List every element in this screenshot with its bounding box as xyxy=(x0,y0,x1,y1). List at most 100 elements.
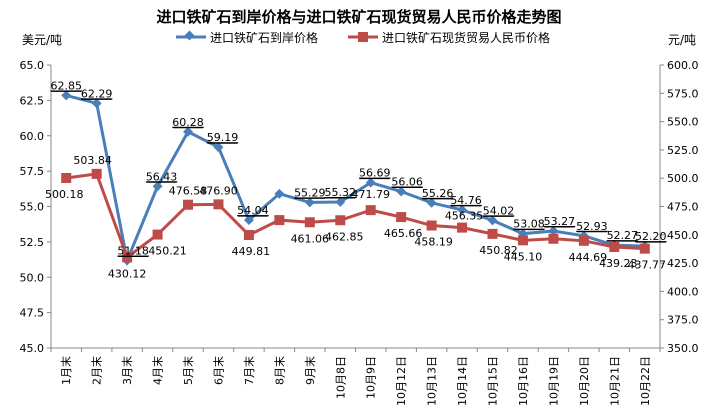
data-point-diamond xyxy=(426,197,437,208)
right-tick-label: 400.0 xyxy=(667,285,699,298)
data-point-diamond xyxy=(335,197,346,207)
data-label: 52.93 xyxy=(576,220,608,233)
x-tick-label: 10月14日 xyxy=(456,356,469,406)
x-tick-label: 7月末 xyxy=(242,356,256,385)
x-tick-label: 4月末 xyxy=(151,356,165,385)
data-label: 55.32 xyxy=(325,186,357,199)
data-label: 56.69 xyxy=(359,167,391,180)
data-point-square xyxy=(426,220,437,231)
x-tick-label: 5月末 xyxy=(181,356,195,385)
data-label: 476.58 xyxy=(169,185,208,198)
data-point-square xyxy=(91,168,102,179)
right-tick-label: 475.0 xyxy=(667,201,699,214)
left-tick-label: 55.0 xyxy=(20,201,45,214)
data-label: 445.10 xyxy=(504,250,543,263)
right-tick-label: 525.0 xyxy=(667,144,699,157)
data-label: 449.81 xyxy=(232,245,271,258)
data-label: 450.21 xyxy=(148,245,187,258)
data-point-diamond xyxy=(365,177,376,188)
data-point-diamond xyxy=(396,186,407,197)
data-label: 54.02 xyxy=(483,204,515,217)
x-tick-label: 10月22日 xyxy=(639,356,652,406)
right-tick-label: 375.0 xyxy=(667,314,699,327)
data-label: 456.35 xyxy=(445,210,484,223)
data-label: 55.26 xyxy=(422,187,454,200)
right-tick-label: 450.0 xyxy=(667,229,699,242)
right-tick-label: 350.0 xyxy=(667,342,699,355)
data-label: 54.04 xyxy=(237,204,269,217)
data-point-square xyxy=(61,172,72,183)
data-point-diamond xyxy=(213,142,224,153)
data-label: 465.66 xyxy=(384,227,423,240)
left-tick-label: 65.0 xyxy=(20,59,45,72)
left-tick-label: 47.5 xyxy=(20,307,45,320)
left-tick-label: 57.5 xyxy=(20,165,45,178)
data-label: 52.20 xyxy=(635,230,667,243)
data-label: 503.84 xyxy=(73,154,112,167)
legend-square-marker xyxy=(358,32,368,42)
data-label: 53.27 xyxy=(544,215,576,228)
left-tick-label: 45.0 xyxy=(20,342,45,355)
data-label: 450.82 xyxy=(479,244,518,257)
data-point-diamond xyxy=(457,204,468,215)
data-label: 437.77 xyxy=(628,259,667,272)
x-tick-label: 10月8日 xyxy=(334,356,347,399)
data-point-square xyxy=(609,241,620,252)
right-tick-label: 550.0 xyxy=(667,116,699,129)
data-point-diamond xyxy=(487,215,498,226)
data-point-square xyxy=(274,215,285,226)
x-tick-label: 10月19日 xyxy=(547,356,560,406)
data-label: 461.06 xyxy=(291,232,330,245)
data-label: 51.18 xyxy=(117,245,149,258)
left-tick-label: 60.0 xyxy=(20,130,45,143)
legend-item-rmb: 进口铁矿石现货贸易人民币价格 xyxy=(348,30,550,45)
data-point-square xyxy=(365,205,376,216)
legend-item-cif: 进口铁矿石到岸价格 xyxy=(176,30,318,45)
data-point-square xyxy=(639,243,650,254)
data-point-diamond xyxy=(274,188,285,199)
x-tick-label: 10月16日 xyxy=(517,356,530,406)
right-tick-label: 425.0 xyxy=(667,257,699,270)
x-tick-label: 1月末 xyxy=(59,356,73,385)
data-label: 55.29 xyxy=(294,186,326,199)
legend-label-cif: 进口铁矿石到岸价格 xyxy=(210,30,318,45)
data-point-diamond xyxy=(91,98,102,109)
legend-diamond-marker xyxy=(184,30,195,41)
data-point-diamond xyxy=(61,90,72,101)
x-tick-label: 6月末 xyxy=(211,356,225,385)
data-label: 439.23 xyxy=(599,257,638,270)
data-point-square xyxy=(517,235,528,246)
data-point-square xyxy=(487,228,498,239)
data-point-diamond xyxy=(548,226,559,236)
data-label: 56.43 xyxy=(146,170,178,183)
data-point-square xyxy=(548,233,559,244)
right-tick-label: 575.0 xyxy=(667,87,699,100)
data-label: 458.19 xyxy=(414,236,453,249)
left-axis-unit: 美元/吨 xyxy=(22,33,62,47)
data-label: 53.08 xyxy=(513,218,545,231)
series-line-rmb xyxy=(66,172,645,260)
data-point-diamond xyxy=(243,215,254,226)
data-label: 59.19 xyxy=(207,131,239,144)
data-point-diamond xyxy=(183,126,193,137)
right-tick-label: 600.0 xyxy=(667,59,699,72)
data-point-square xyxy=(122,252,133,263)
data-label: 52.27 xyxy=(607,229,639,242)
x-tick-label: 10月15日 xyxy=(487,356,500,406)
data-label: 60.28 xyxy=(172,116,204,129)
data-point-square xyxy=(578,235,589,246)
left-tick-label: 62.5 xyxy=(20,94,45,107)
data-label: 500.18 xyxy=(45,188,84,201)
data-label: 471.79 xyxy=(351,188,390,201)
data-point-square xyxy=(304,217,315,228)
x-tick-label: 10月12日 xyxy=(395,356,408,406)
data-label: 476.90 xyxy=(199,184,238,197)
data-label: 444.69 xyxy=(569,251,608,264)
data-point-square xyxy=(335,215,346,226)
data-point-square xyxy=(457,222,468,233)
left-tick-label: 50.0 xyxy=(20,271,45,284)
x-tick-label: 8月末 xyxy=(272,356,286,385)
data-label: 62.85 xyxy=(50,79,82,92)
legend: 进口铁矿石到岸价格 进口铁矿石现货贸易人民币价格 xyxy=(176,30,550,45)
data-label: 462.85 xyxy=(325,230,364,243)
